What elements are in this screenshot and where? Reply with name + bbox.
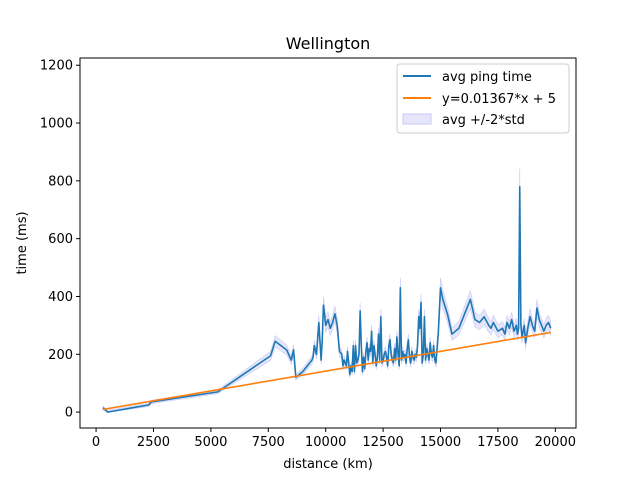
x-tick-label: 5000 xyxy=(194,435,227,450)
x-axis: 0 2500 5000 7500 10000 12500 15000 17500 20000 xyxy=(92,428,576,450)
x-tick-label: 20000 xyxy=(535,435,576,450)
y-axis: 0 200 400 600 800 1000 1200 xyxy=(40,59,80,421)
x-tick-label: 12500 xyxy=(362,435,403,450)
y-tick-label: 0 xyxy=(65,406,73,421)
y-tick-label: 1000 xyxy=(40,117,73,132)
legend-label-avg: avg ping time xyxy=(442,70,532,85)
y-tick-label: 600 xyxy=(48,232,73,247)
x-tick-label: 2500 xyxy=(137,435,170,450)
series-line-layer xyxy=(102,185,552,413)
y-axis-label: time (ms) xyxy=(15,211,30,274)
legend-label-band: avg +/-2*std xyxy=(442,113,525,128)
legend: avg ping time y=0.01367*x + 5 avg +/-2*s… xyxy=(396,63,570,134)
legend-box xyxy=(396,63,570,134)
plot-area xyxy=(102,168,552,413)
x-tick-label: 15000 xyxy=(420,435,461,450)
y-tick-label: 400 xyxy=(48,290,73,305)
x-axis-label: distance (km) xyxy=(283,457,373,472)
plot-frame xyxy=(79,57,577,429)
chart-title: Wellington xyxy=(286,34,371,53)
legend-label-fit: y=0.01367*x + 5 xyxy=(442,92,556,107)
y-tick-label: 800 xyxy=(48,174,73,189)
y-tick-label: 200 xyxy=(48,348,73,363)
series-line-avg-ping xyxy=(102,185,552,413)
x-tick-label: 0 xyxy=(92,435,100,450)
y-tick-label: 1200 xyxy=(40,59,73,74)
x-tick-label: 10000 xyxy=(305,435,346,450)
x-tick-label: 7500 xyxy=(252,435,285,450)
legend-swatch-band xyxy=(402,113,432,125)
series-line-fit xyxy=(102,331,551,411)
x-tick-label: 17500 xyxy=(477,435,518,450)
